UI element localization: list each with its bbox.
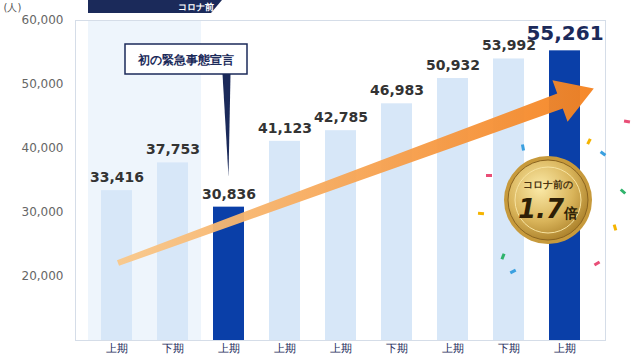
svg-text:41,123: 41,123 <box>258 120 312 136</box>
svg-text:上期: 上期 <box>554 342 576 355</box>
svg-text:コロナ前の: コロナ前の <box>523 179 573 190</box>
svg-text:60,000: 60,000 <box>22 13 64 27</box>
svg-text:30,000: 30,000 <box>22 205 64 219</box>
svg-text:下期: 下期 <box>498 342 520 355</box>
svg-text:1.7倍: 1.7倍 <box>518 194 578 224</box>
svg-text:33,416: 33,416 <box>90 169 144 185</box>
svg-text:37,753: 37,753 <box>146 141 200 157</box>
svg-text:20,000: 20,000 <box>22 269 64 283</box>
svg-text:下期: 下期 <box>162 342 184 355</box>
svg-text:46,983: 46,983 <box>370 82 424 98</box>
svg-text:50,932: 50,932 <box>426 57 480 73</box>
svg-text:42,785: 42,785 <box>314 109 368 125</box>
svg-text:(人): (人) <box>4 2 22 13</box>
svg-text:55,261: 55,261 <box>526 21 603 45</box>
svg-text:上期: 上期 <box>330 342 352 355</box>
svg-text:上期: 上期 <box>274 342 296 355</box>
svg-text:上期: 上期 <box>442 342 464 355</box>
svg-text:53,992: 53,992 <box>482 37 536 54</box>
svg-text:上期: 上期 <box>106 342 128 355</box>
svg-text:初の緊急事態宣言: 初の緊急事態宣言 <box>137 53 234 67</box>
svg-text:コロナ前: コロナ前 <box>178 2 214 12</box>
svg-text:上期: 上期 <box>218 342 240 355</box>
svg-text:下期: 下期 <box>386 342 408 355</box>
svg-text:40,000: 40,000 <box>22 141 64 155</box>
svg-text:50,000: 50,000 <box>22 77 64 91</box>
svg-text:30,836: 30,836 <box>202 186 256 202</box>
